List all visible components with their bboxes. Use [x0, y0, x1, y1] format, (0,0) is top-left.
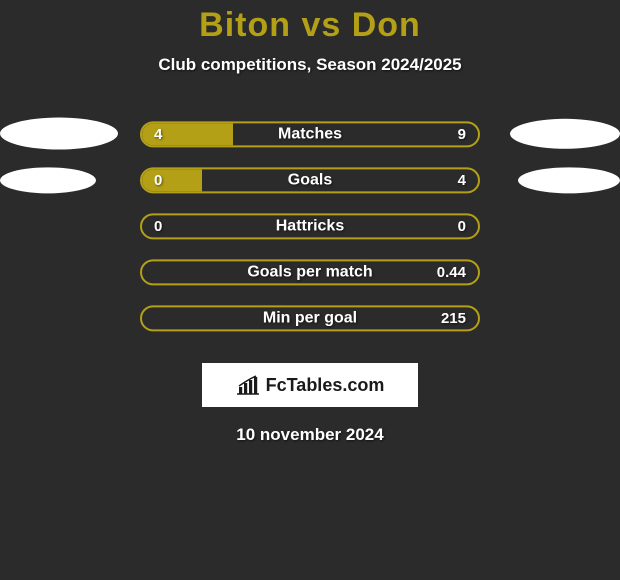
stat-bar: Hattricks 0 0: [140, 213, 480, 239]
stat-value-right: 9: [458, 126, 466, 143]
stat-row: Min per goal 215: [0, 299, 620, 345]
stat-value-right: 4: [458, 172, 466, 189]
player-ellipse-left: [0, 167, 96, 193]
player-ellipse-right: [518, 167, 620, 193]
page-subtitle: Club competitions, Season 2024/2025: [0, 55, 620, 75]
stat-label: Goals: [288, 171, 332, 189]
stat-label: Matches: [278, 125, 342, 143]
date-text: 10 november 2024: [0, 425, 620, 445]
stat-row: Goals 0 4: [0, 161, 620, 207]
stat-rows: Matches 4 9 Goals 0 4 Hattricks 0 0 Goals per mat…: [0, 115, 620, 345]
stat-bar: Goals 0 4: [140, 167, 480, 193]
bar-fill-left: [142, 169, 202, 191]
player-ellipse-right: [510, 119, 620, 149]
stat-row: Goals per match 0.44: [0, 253, 620, 299]
stat-bar: Min per goal 215: [140, 305, 480, 331]
stat-label: Goals per match: [247, 263, 372, 281]
stat-bar: Goals per match 0.44: [140, 259, 480, 285]
stat-value-right: 0: [458, 218, 466, 235]
stat-value-right: 215: [441, 310, 466, 327]
stat-row: Hattricks 0 0: [0, 207, 620, 253]
stat-value-left: 0: [154, 218, 162, 235]
brand-box: FcTables.com: [202, 363, 418, 407]
stat-row: Matches 4 9: [0, 115, 620, 161]
player-ellipse-left: [0, 118, 118, 150]
brand-text: FcTables.com: [266, 375, 385, 396]
page-title: Biton vs Don: [0, 0, 620, 45]
bar-chart-icon: [236, 375, 260, 395]
comparison-infographic: Biton vs Don Club competitions, Season 2…: [0, 0, 620, 580]
stat-value-left: 4: [154, 126, 162, 143]
stat-label: Min per goal: [263, 309, 357, 327]
stat-label: Hattricks: [276, 217, 344, 235]
stat-value-left: 0: [154, 172, 162, 189]
stat-bar: Matches 4 9: [140, 121, 480, 147]
stat-value-right: 0.44: [437, 264, 466, 281]
